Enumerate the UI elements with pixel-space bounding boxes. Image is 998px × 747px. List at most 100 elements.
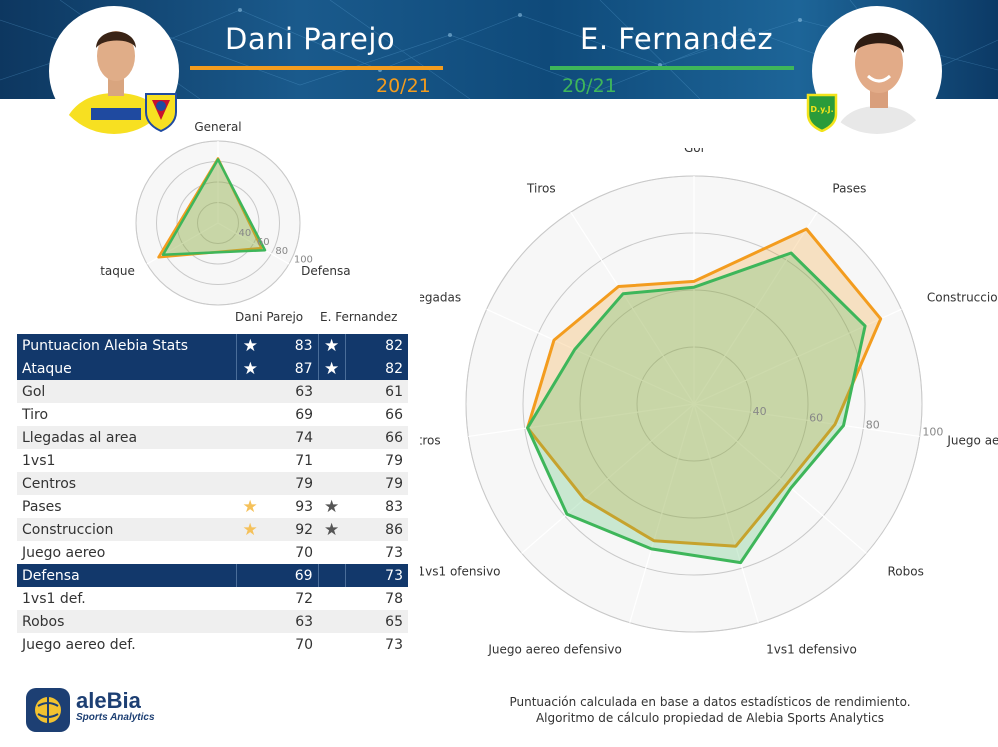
radar-axis-label: 1vs1 ofensivo <box>420 565 501 579</box>
left-star-icon: ★ <box>236 518 264 541</box>
left-value: 63 <box>263 610 319 633</box>
radar-axis-label: Llegadas <box>420 291 461 305</box>
right-value: 73 <box>344 564 408 587</box>
right-value: 73 <box>385 544 403 561</box>
footer-note-line1: Puntuación calculada en base a datos est… <box>509 695 911 709</box>
right-star-icon <box>318 403 345 426</box>
radar-tick-label: 40 <box>238 228 251 239</box>
left-value: 63 <box>263 380 319 403</box>
right-star-icon <box>318 472 346 495</box>
right-star-icon <box>318 426 346 449</box>
left-value: 69 <box>295 406 314 423</box>
player-left-season: 20/21 <box>376 75 431 97</box>
alebia-logo-icon <box>26 688 70 732</box>
radar-spoke <box>570 211 695 405</box>
stats-table: Puntuacion Alebia Stats ★ 83 ★ 82 Ataque ★ 87 ★ 8… <box>17 334 408 656</box>
left-star-icon <box>236 472 264 495</box>
table-row: Centros 79 79 <box>17 472 408 495</box>
player-right-name: E. Fernandez <box>580 22 774 56</box>
left-value: 70 <box>295 636 314 653</box>
left-star-icon: ★ <box>236 357 264 380</box>
left-star-icon: ★ <box>236 334 264 357</box>
radar-spoke <box>693 403 759 623</box>
table-row: Ataque ★ 87 ★ 82 <box>17 357 408 380</box>
right-value: 65 <box>345 610 408 633</box>
left-value: 93 <box>295 498 314 515</box>
table-col-left-header: Dani Parejo <box>235 310 304 324</box>
row-label: 1vs1 <box>22 452 56 469</box>
radar-spoke <box>693 308 902 405</box>
radar-axis-label: Juego aereo <box>946 433 998 447</box>
row-label: Llegadas al area <box>17 426 237 449</box>
right-value: 66 <box>385 406 403 423</box>
table-row: Juego aereo 70 73 <box>17 541 408 564</box>
radar-axis-label: Tiros <box>526 182 556 196</box>
radar-spoke <box>629 403 695 623</box>
left-value: 74 <box>263 426 319 449</box>
row-label: 1vs1 def. <box>22 590 86 607</box>
radar-axis-label: Gol <box>684 148 704 155</box>
radar-axis-label: Robos <box>887 565 923 579</box>
row-label: Centros <box>17 472 237 495</box>
left-value: 79 <box>263 472 319 495</box>
radar-spoke <box>217 222 290 265</box>
left-star-icon <box>237 587 264 610</box>
left-star-icon <box>236 426 264 449</box>
row-label: Ataque <box>17 357 237 380</box>
player-right-season: 20/21 <box>562 75 617 97</box>
table-row: Juego aereo def. 70 73 <box>17 633 408 656</box>
radar-tick-label: 80 <box>866 418 880 431</box>
left-value: 72 <box>295 590 314 607</box>
left-star-icon <box>237 633 264 656</box>
left-value: 69 <box>263 564 319 587</box>
right-value: 86 <box>345 518 408 541</box>
detail-radar-chart: 40 60 80 100 Gol Pases Construccion Juego aereo… <box>420 148 998 657</box>
left-star-icon <box>236 564 264 587</box>
radar-spoke <box>693 403 920 438</box>
right-value: 61 <box>345 380 408 403</box>
right-value: 79 <box>345 472 408 495</box>
right-star-icon <box>317 564 346 587</box>
footer-note: Puntuación calculada en base a datos est… <box>470 694 950 726</box>
right-value: 73 <box>385 636 403 653</box>
right-star-icon <box>318 587 345 610</box>
table-row: 1vs1 def. 72 78 <box>17 587 408 610</box>
right-star-icon: ★ <box>324 496 340 517</box>
table-row: 1vs1 71 79 <box>17 449 408 472</box>
table-row: Defensa 69 73 <box>17 564 408 587</box>
row-label: Robos <box>17 610 237 633</box>
table-row: Puntuacion Alebia Stats ★ 83 ★ 82 <box>17 334 408 357</box>
row-label: Defensa <box>17 564 237 587</box>
row-label: Juego aereo def. <box>22 636 136 653</box>
radar-spoke <box>693 403 867 554</box>
radar-axis-label: Defensa <box>301 264 350 278</box>
right-value: 83 <box>385 498 403 515</box>
row-label: Puntuacion Alebia Stats <box>17 334 237 357</box>
table-row: Tiro 69 66 <box>17 403 408 426</box>
right-star-icon <box>318 610 346 633</box>
row-label: Construccion <box>17 518 237 541</box>
radar-series-right <box>526 251 867 565</box>
player-left-avatar <box>49 6 179 136</box>
row-label: Pases <box>22 498 62 515</box>
radar-series-left <box>526 227 883 548</box>
left-star-icon <box>236 380 264 403</box>
left-star-icon <box>237 541 264 564</box>
radar-axis-label: General <box>194 120 241 134</box>
right-star-icon <box>318 449 345 472</box>
footer-note-line2: Algoritmo de cálculo propiedad de Alebia… <box>535 711 885 725</box>
left-value: 92 <box>263 518 319 541</box>
radar-tick-label: 100 <box>922 425 943 438</box>
villarreal-crest-icon <box>145 93 177 132</box>
radar-series-right <box>161 158 267 257</box>
radar-tick-label: 100 <box>294 255 313 266</box>
row-label: Juego aereo <box>22 544 106 561</box>
radar-spoke <box>693 211 818 405</box>
radar-axis-label: Ataque <box>100 264 135 278</box>
left-star-icon: ★ <box>242 496 258 517</box>
row-label: Tiro <box>22 406 49 423</box>
radar-axis-label: Centros <box>420 433 441 447</box>
brand-name: aleBia <box>76 688 141 713</box>
left-star-icon <box>236 610 264 633</box>
table-row: Llegadas al area 74 66 <box>17 426 408 449</box>
